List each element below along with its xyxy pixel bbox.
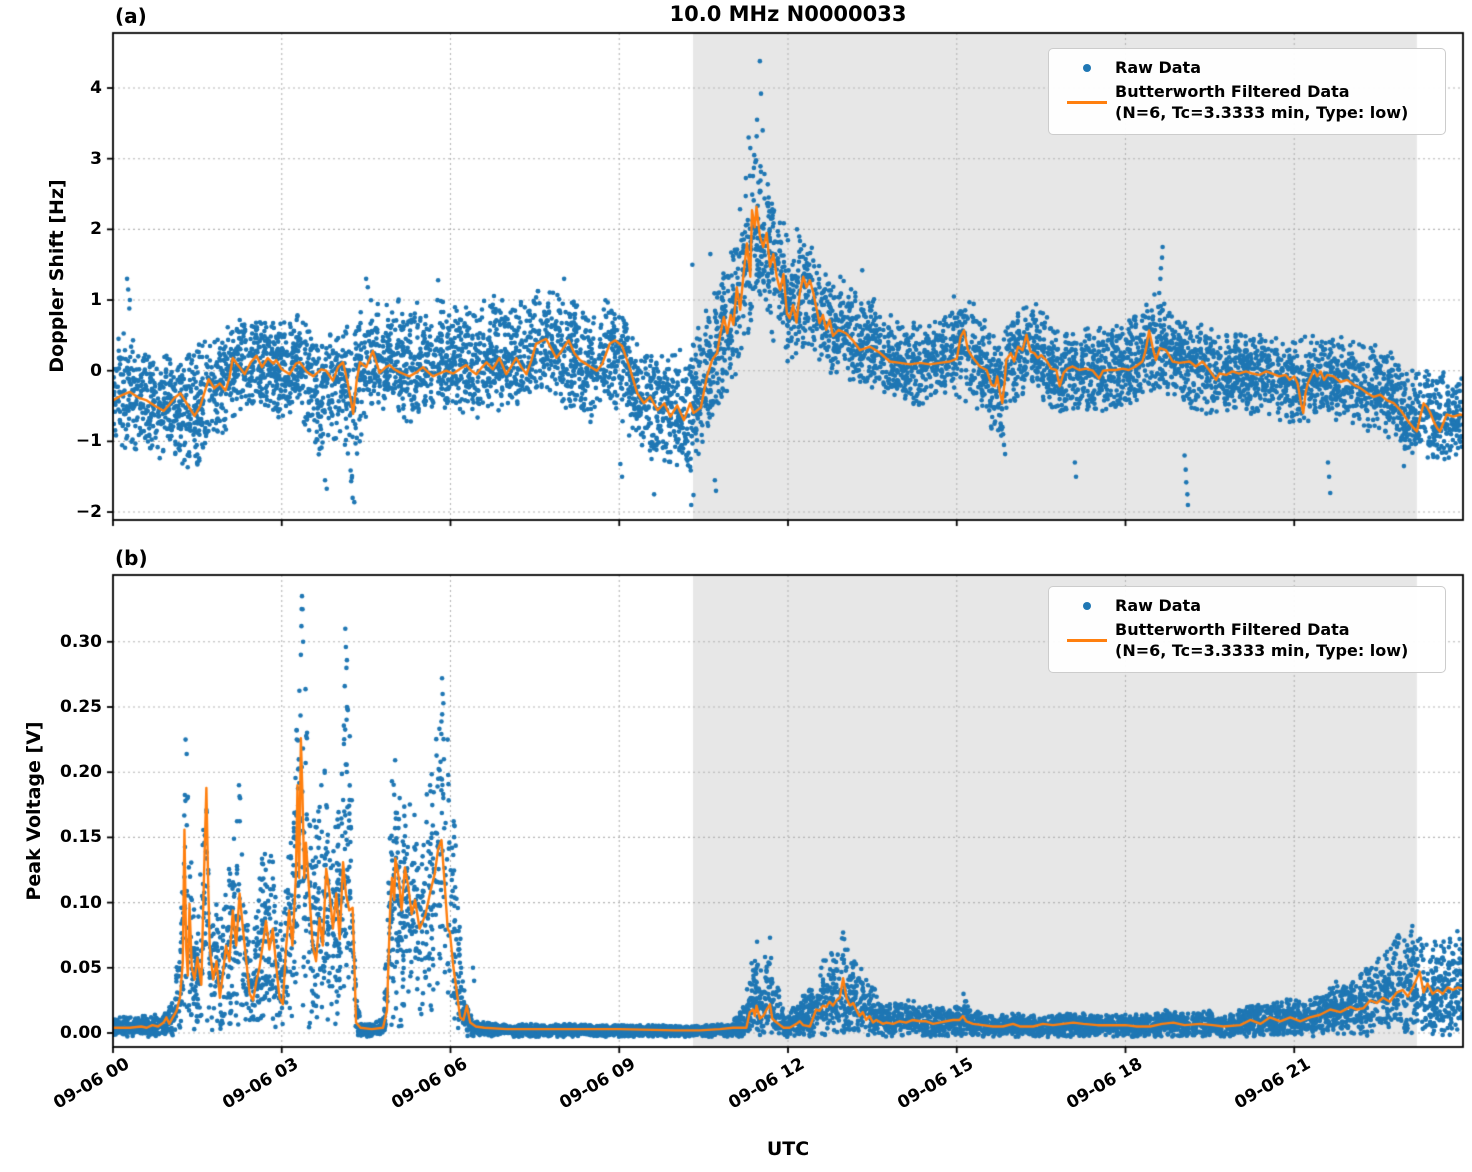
- panel-b-label: (b): [115, 546, 148, 570]
- legend-filtered-label: Butterworth Filtered Data (N=6, Tc=3.3333…: [1115, 81, 1408, 124]
- legend-entry-filtered: Butterworth Filtered Data (N=6, Tc=3.3333…: [1059, 81, 1435, 124]
- raw-data-dot-icon: [1059, 63, 1115, 72]
- legend-filtered-label-line1: Butterworth Filtered Data: [1115, 81, 1350, 101]
- y-tick-label: −1: [75, 431, 102, 452]
- y-tick-label: 3: [90, 148, 102, 169]
- legend-filtered-label: Butterworth Filtered Data (N=6, Tc=3.3333…: [1115, 619, 1408, 662]
- panel-a-label: (a): [115, 4, 147, 28]
- filtered-line-icon: [1059, 638, 1115, 642]
- legend-entry-raw: Raw Data: [1059, 595, 1435, 617]
- legend-panel-b: Raw Data Butterworth Filtered Data (N=6, …: [1048, 586, 1446, 673]
- y-tick-label: 4: [90, 78, 102, 99]
- x-axis-label: UTC: [766, 1138, 810, 1160]
- raw-data-dot-icon: [1059, 601, 1115, 610]
- legend-filtered-label-line2: (N=6, Tc=3.3333 min, Type: low): [1115, 103, 1409, 123]
- legend-filtered-label-line2: (N=6, Tc=3.3333 min, Type: low): [1115, 641, 1409, 661]
- y-tick-label: 0.00: [60, 1023, 102, 1043]
- legend-entry-raw: Raw Data: [1059, 57, 1435, 79]
- legend-filtered-label-line1: Butterworth Filtered Data: [1115, 619, 1350, 639]
- y-tick-label: −2: [75, 502, 102, 523]
- legend-entry-filtered: Butterworth Filtered Data (N=6, Tc=3.3333…: [1059, 619, 1435, 662]
- chart-title: 10.0 MHz N0000033: [669, 2, 907, 26]
- y-tick-label: 0.05: [60, 957, 102, 978]
- y-tick-label: 0.15: [60, 827, 102, 848]
- legend-panel-a: Raw Data Butterworth Filtered Data (N=6, …: [1048, 48, 1446, 135]
- y-tick-label: 0.30: [60, 631, 102, 652]
- legend-raw-label: Raw Data: [1115, 58, 1201, 77]
- y-tick-label: 0.20: [60, 762, 102, 783]
- legend-raw-label: Raw Data: [1115, 596, 1201, 615]
- y-tick-label: 2: [90, 219, 102, 240]
- y-tick-label: 0: [90, 360, 102, 381]
- y-axis-label-a: Doppler Shift [Hz]: [46, 179, 68, 373]
- y-tick-label: 0.25: [60, 697, 102, 717]
- y-tick-label: 1: [90, 290, 102, 311]
- filtered-line-icon: [1059, 100, 1115, 104]
- y-tick-label: 0.10: [60, 892, 102, 913]
- y-axis-label-b: Peak Voltage [V]: [23, 721, 45, 901]
